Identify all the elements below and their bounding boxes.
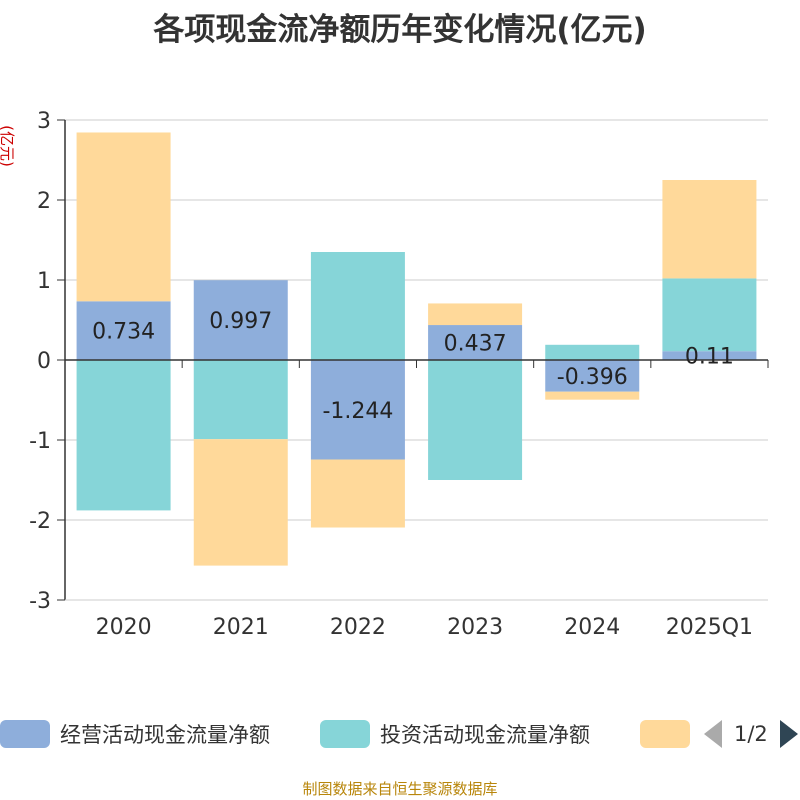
data-label: 0.997 <box>209 309 272 334</box>
bar-segment <box>310 459 405 528</box>
x-tick-label: 2020 <box>96 615 152 640</box>
x-tick-label: 2024 <box>564 615 620 640</box>
bar-segment <box>545 360 640 392</box>
bar-segment <box>193 360 288 440</box>
x-tick-label: 2022 <box>330 615 386 640</box>
legend-item-operating[interactable]: 经营活动现金流量净额 <box>0 716 270 752</box>
bar-segment <box>193 439 288 566</box>
bar-segment <box>310 360 405 460</box>
legend-item-financing[interactable] <box>640 716 690 752</box>
y-tick-label: -3 <box>29 589 51 614</box>
y-tick-label: 0 <box>37 349 51 374</box>
bar-segment <box>662 351 757 360</box>
bars <box>76 132 757 566</box>
bar-segment <box>545 344 640 360</box>
legend-swatch <box>640 720 690 748</box>
chart: 3 2 1 0 -1 -2 -3 2020 2021 2022 2023 2024 2025Q1 0.7… <box>0 109 769 640</box>
chart-title: 各项现金流净额历年变化情况(亿元) <box>153 12 647 48</box>
legend-label: 经营活动现金流量净额 <box>60 723 270 747</box>
data-label: 0.437 <box>444 332 507 357</box>
legend-pager: 1/2 <box>704 716 798 752</box>
bar-segment <box>76 301 171 360</box>
x-tick-label: 2021 <box>213 615 269 640</box>
data-label: 0.11 <box>685 345 734 370</box>
axes: 3 2 1 0 -1 -2 -3 2020 2021 2022 2023 2024 2025Q1 <box>29 109 769 640</box>
legend: 经营活动现金流量净额 投资活动现金流量净额 1/2 <box>0 716 800 756</box>
bar-segment <box>662 278 757 352</box>
bar-segment <box>76 360 171 511</box>
bar-segment <box>662 180 757 279</box>
bar-segment <box>428 303 523 326</box>
y-tick-label: 1 <box>37 269 51 294</box>
y-tick-label: 2 <box>37 189 51 214</box>
bar-segment <box>428 325 523 360</box>
legend-page-indicator: 1/2 <box>734 722 768 746</box>
chevron-right-icon[interactable] <box>779 720 798 748</box>
y-tick-label: 3 <box>37 109 51 134</box>
legend-swatch <box>320 720 370 748</box>
legend-item-investing[interactable]: 投资活动现金流量净额 <box>320 716 590 752</box>
x-tick-label: 2023 <box>447 615 503 640</box>
legend-swatch <box>0 720 50 748</box>
data-label: -1.244 <box>322 399 393 424</box>
bar-segment <box>428 360 523 480</box>
legend-label: 投资活动现金流量净额 <box>380 723 590 747</box>
y-axis-label: (亿元) <box>0 125 16 167</box>
data-label: 0.734 <box>92 320 155 345</box>
x-tick-label: 2025Q1 <box>666 615 753 640</box>
bar-segment <box>310 252 405 360</box>
source-note: 制图数据来自恒生聚源数据库 <box>302 780 498 798</box>
y-tick-label: -1 <box>29 429 51 454</box>
y-tick-label: -2 <box>29 509 51 534</box>
data-labels: 0.734 0.997 -1.244 0.437 -0.396 0.11 <box>92 309 734 424</box>
bar-segment <box>193 280 288 360</box>
data-label: -0.396 <box>557 365 628 390</box>
bar-segment <box>76 132 171 302</box>
chevron-left-icon[interactable] <box>704 720 722 748</box>
bar-segment <box>545 391 640 400</box>
